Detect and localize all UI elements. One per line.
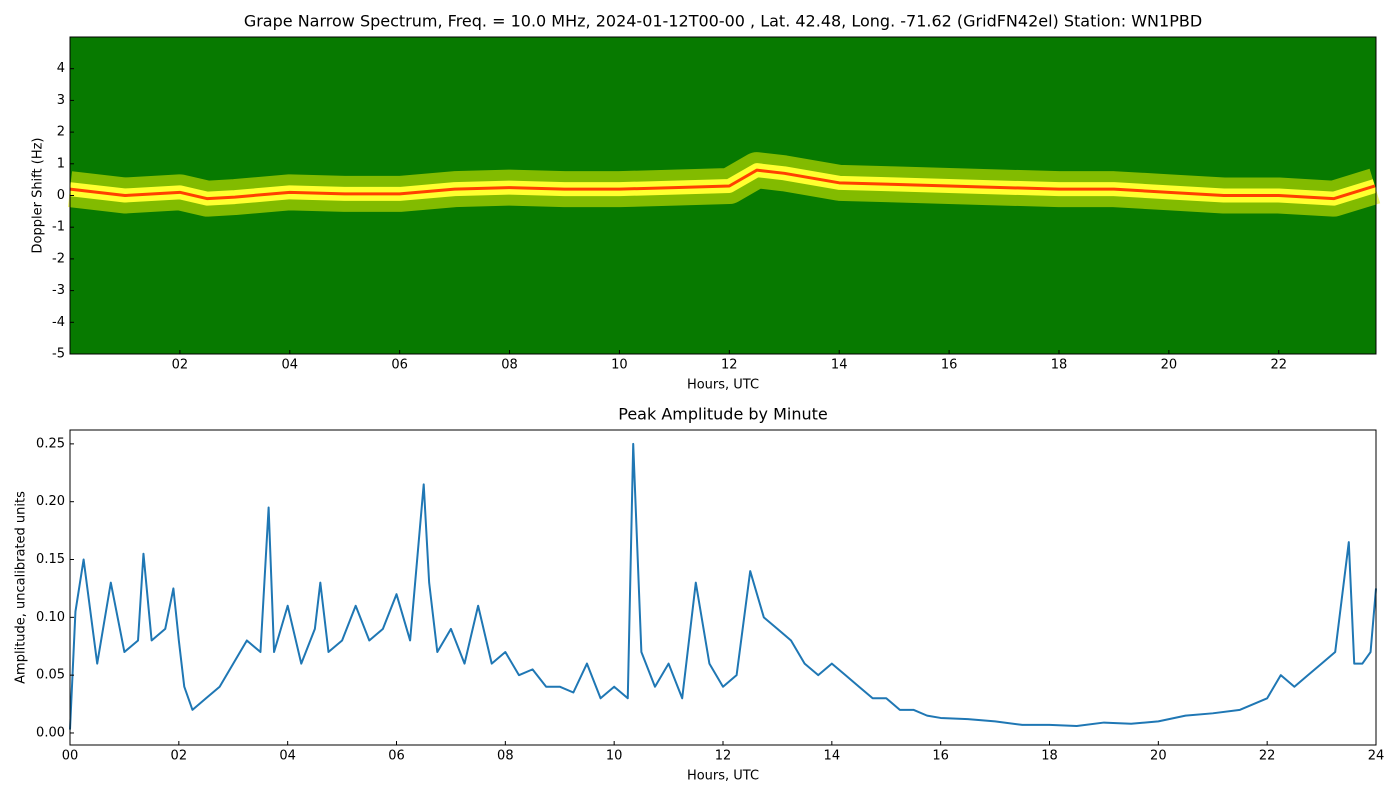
plot-frame [69, 429, 1377, 746]
y-tick-label: 4 [57, 61, 65, 76]
x-tick-label: 12 [715, 749, 732, 764]
x-tick-label: 06 [391, 358, 408, 373]
y-tick-label: 3 [57, 93, 65, 108]
y-tick-label: 1 [57, 156, 65, 171]
x-tick-label: 18 [1041, 749, 1058, 764]
x-tick-label: 18 [1051, 358, 1068, 373]
y-tick-label: -3 [52, 283, 65, 298]
y-tick-label: -5 [52, 347, 65, 362]
y-tick-label: 0.00 [36, 725, 65, 740]
x-tick-label: 14 [831, 358, 848, 373]
x-axis-label: Hours, UTC [687, 769, 759, 784]
doppler-trace [69, 168, 1376, 201]
x-tick-label: 12 [721, 358, 738, 373]
x-tick-label: 22 [1270, 358, 1287, 373]
x-tick-label: 10 [611, 358, 628, 373]
y-tick-label: 0.15 [36, 552, 65, 567]
x-tick-label: 20 [1150, 749, 1167, 764]
x-tick-label: 04 [279, 749, 296, 764]
x-tick-label: 14 [824, 749, 841, 764]
amplitude-line [69, 442, 1377, 730]
y-tick-label: -2 [52, 251, 65, 266]
y-axis-label: Doppler Shift (Hz) [31, 138, 46, 254]
y-tick-label: -4 [52, 315, 65, 330]
x-tick-label: 00 [62, 749, 79, 764]
y-tick-label: 0.25 [36, 436, 65, 451]
chart-title: Grape Narrow Spectrum, Freq. = 10.0 MHz,… [244, 12, 1202, 31]
x-tick-label: 08 [501, 358, 518, 373]
y-tick-label: 0.20 [36, 494, 65, 509]
x-axis-label: Hours, UTC [687, 378, 759, 393]
x-tick-label: 16 [932, 749, 949, 764]
x-tick-label: 06 [388, 749, 405, 764]
y-tick-label: 2 [57, 125, 65, 140]
x-tick-label: 08 [497, 749, 514, 764]
x-tick-label: 20 [1161, 358, 1178, 373]
chart-title: Peak Amplitude by Minute [618, 405, 828, 424]
x-tick-label: 02 [171, 749, 188, 764]
y-axis-label: Amplitude, uncalibrated units [14, 491, 29, 684]
y-tick-label: -1 [52, 220, 65, 235]
y-tick-label: 0.10 [36, 610, 65, 625]
x-tick-label: 04 [281, 358, 298, 373]
x-tick-label: 24 [1368, 749, 1385, 764]
y-tick-label: 0.05 [36, 668, 65, 683]
y-tick-label: 0 [57, 188, 65, 203]
x-tick-label: 22 [1259, 749, 1276, 764]
x-tick-label: 02 [172, 358, 189, 373]
x-tick-label: 10 [606, 749, 623, 764]
x-tick-label: 16 [941, 358, 958, 373]
